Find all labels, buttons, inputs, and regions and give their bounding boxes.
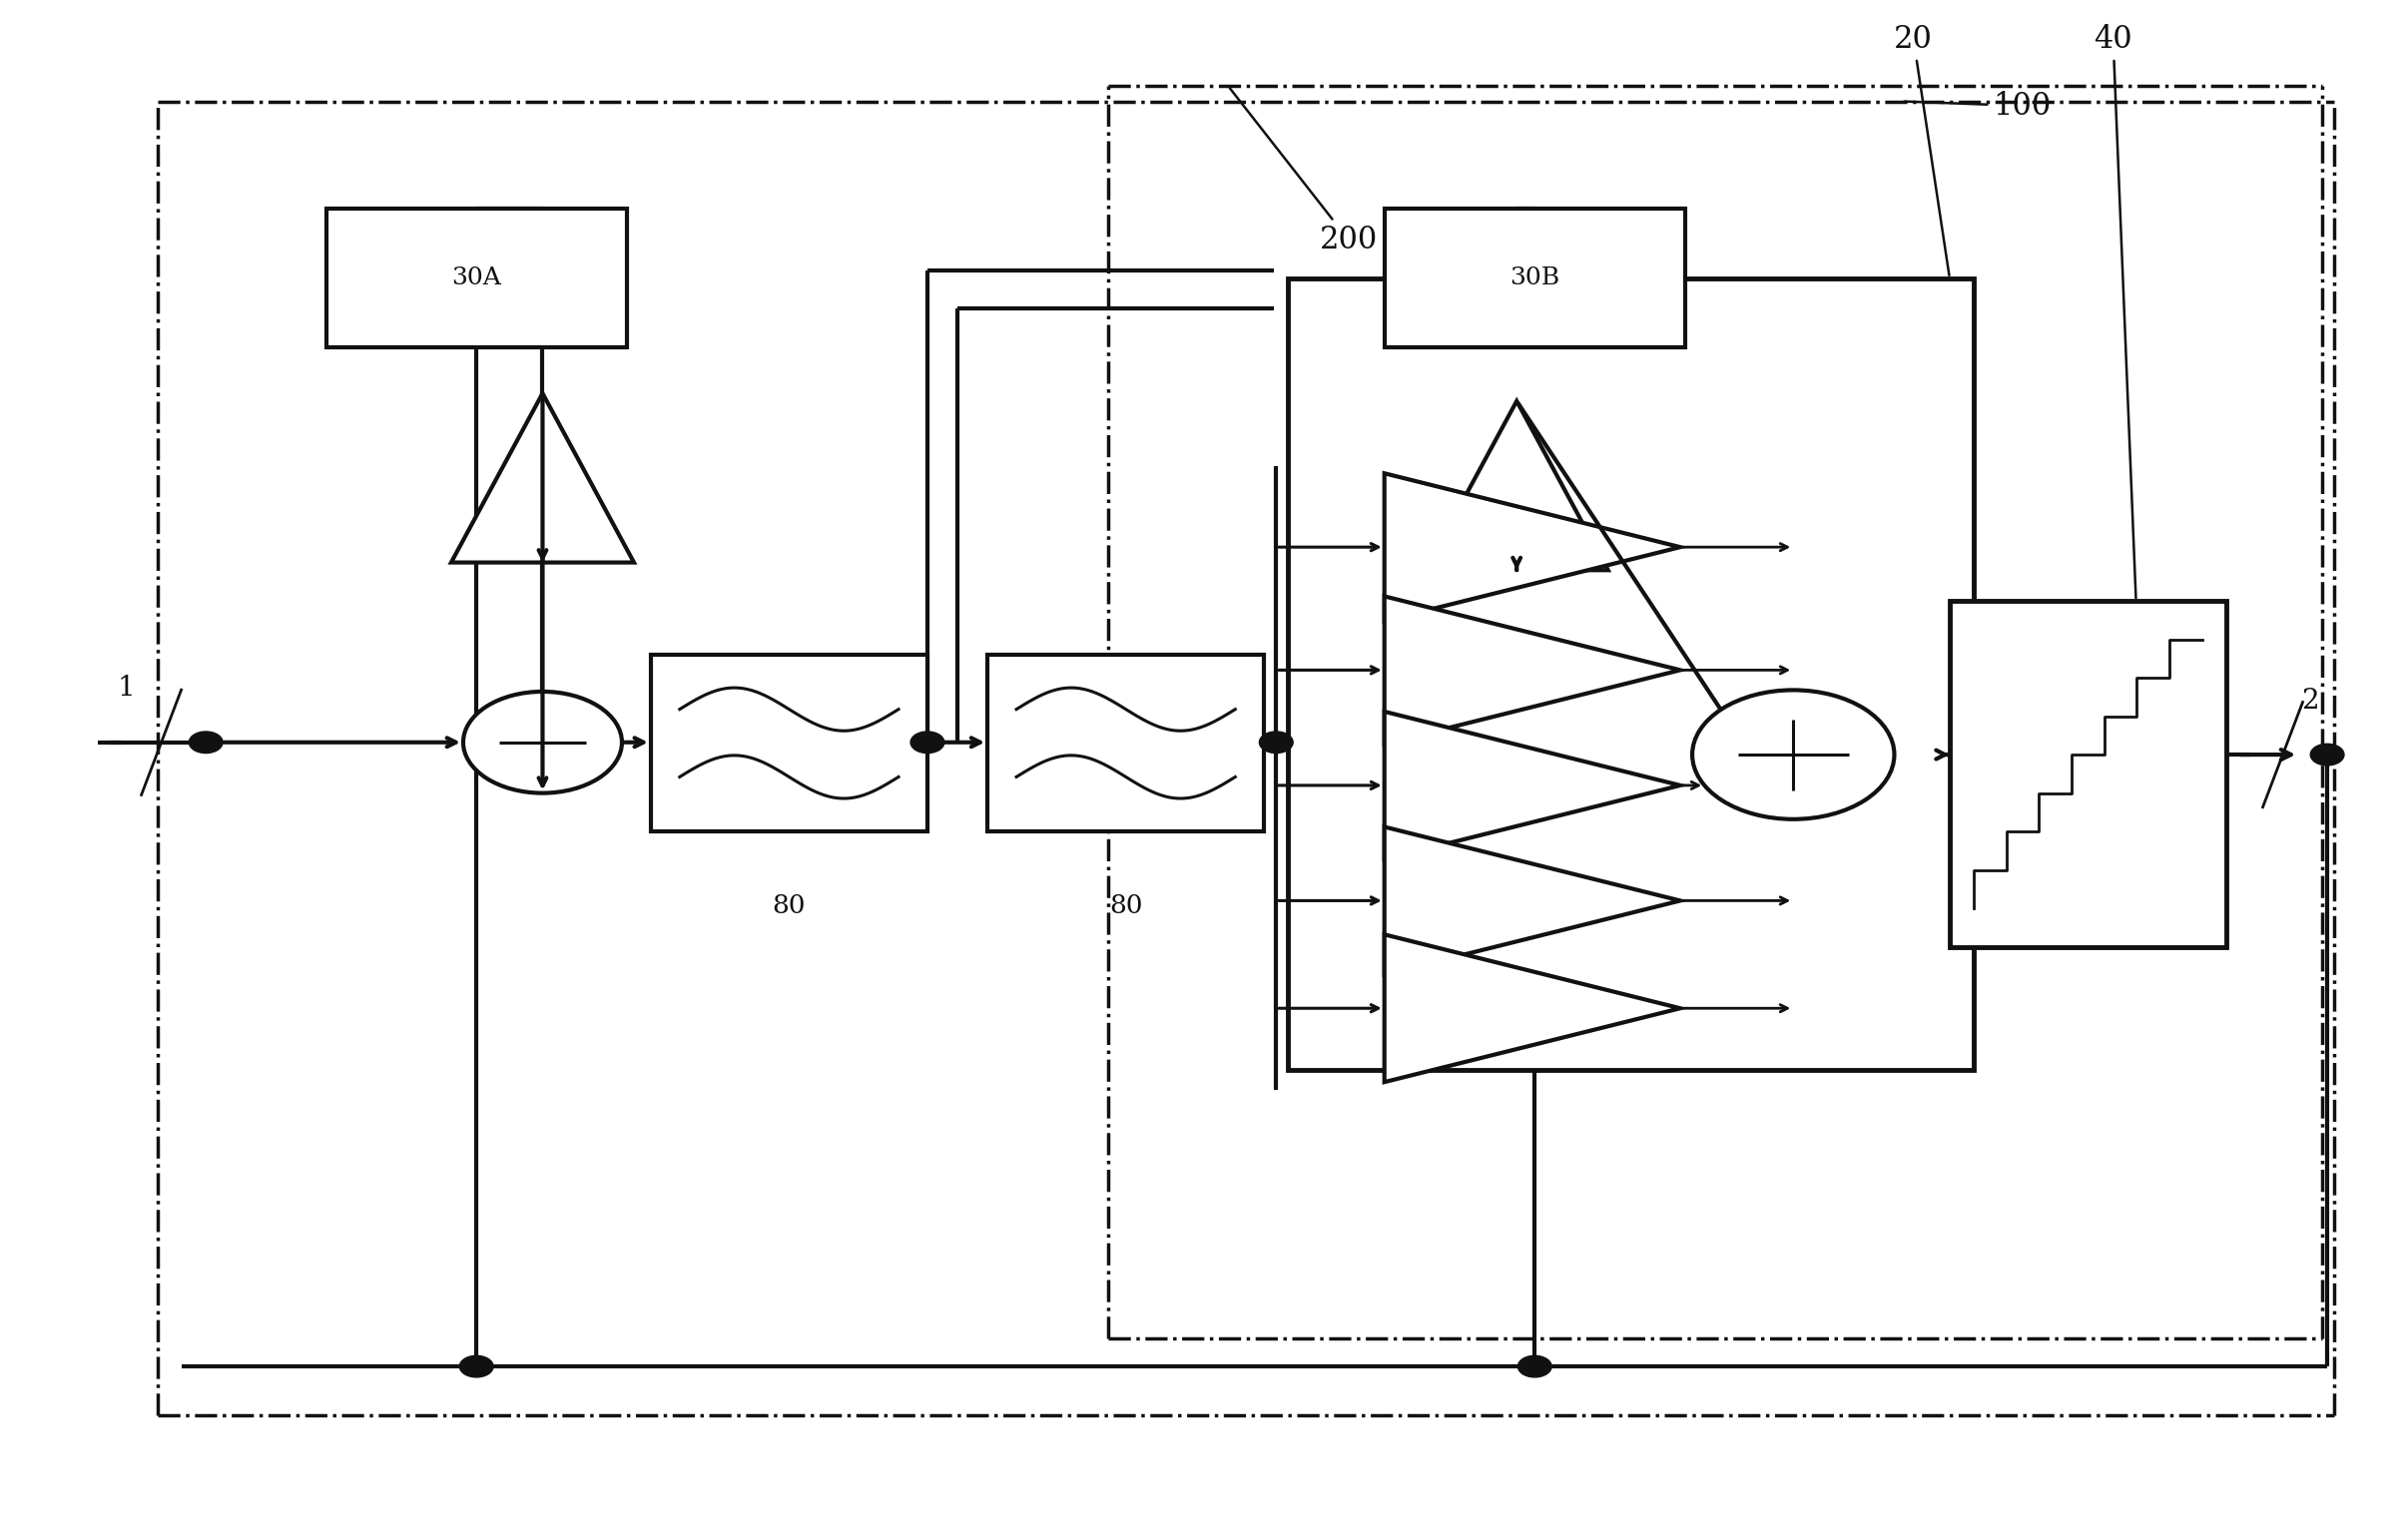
Text: 80: 80 <box>1110 893 1141 918</box>
Text: 200: 200 <box>1230 88 1377 256</box>
Bar <box>650 654 927 832</box>
Text: 1: 1 <box>118 675 135 702</box>
Circle shape <box>910 732 944 753</box>
Bar <box>1950 601 2227 947</box>
Circle shape <box>1693 690 1895 819</box>
Text: 40: 40 <box>2095 25 2136 598</box>
Circle shape <box>462 691 621 793</box>
Circle shape <box>2309 744 2343 765</box>
Polygon shape <box>1426 400 1609 570</box>
Bar <box>1385 209 1686 346</box>
Polygon shape <box>450 393 633 562</box>
Circle shape <box>188 732 222 753</box>
Bar <box>987 654 1264 832</box>
Text: 30A: 30A <box>453 266 501 290</box>
Polygon shape <box>1385 473 1681 621</box>
Circle shape <box>1517 1355 1551 1377</box>
Text: 20: 20 <box>1895 25 1948 276</box>
Polygon shape <box>1385 711 1681 859</box>
Circle shape <box>460 1355 494 1377</box>
Text: 80: 80 <box>773 893 807 918</box>
Circle shape <box>1259 732 1293 753</box>
Text: 100: 100 <box>1905 91 2052 122</box>
Bar <box>1288 279 1975 1070</box>
Text: 30B: 30B <box>1510 266 1560 290</box>
Polygon shape <box>1385 596 1681 744</box>
Text: 2: 2 <box>2302 687 2319 715</box>
Bar <box>325 209 626 346</box>
Polygon shape <box>1385 827 1681 975</box>
Polygon shape <box>1385 935 1681 1083</box>
